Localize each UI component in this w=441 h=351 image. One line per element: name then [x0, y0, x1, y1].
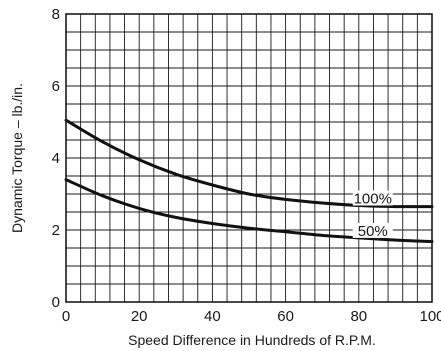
x-tick-label: 80: [350, 308, 367, 325]
series-label: 50%: [358, 223, 388, 240]
x-tick-label: 20: [131, 308, 148, 325]
tick-labels: 0 20 40 60 80 100 0 2 4 6 8: [52, 6, 441, 325]
curves: [64, 118, 434, 243]
y-tick-label: 4: [52, 150, 60, 167]
x-tick-label: 0: [62, 308, 70, 325]
x-tick-label: 40: [204, 308, 221, 325]
series-line-2: [64, 178, 434, 243]
y-tick-label: 0: [52, 294, 60, 311]
y-tick-label: 2: [52, 222, 60, 239]
series-label-backing: [352, 222, 393, 238]
plot-frame: [65, 13, 433, 303]
x-tick-label: 100: [419, 308, 441, 325]
series-labels: 100% 50%: [352, 190, 393, 240]
y-axis-label: Dynamic Torque – lb./in.: [9, 83, 25, 233]
series-label-backing: [352, 190, 393, 206]
series-label: 100%: [354, 191, 392, 208]
x-axis-label: Speed Difference in Hundreds of R.P.M.: [128, 332, 376, 348]
y-tick-label: 6: [52, 78, 60, 95]
series-line-1: [64, 118, 434, 209]
y-tick-label: 8: [52, 6, 60, 23]
grid: [66, 14, 432, 302]
x-tick-label: 60: [277, 308, 294, 325]
